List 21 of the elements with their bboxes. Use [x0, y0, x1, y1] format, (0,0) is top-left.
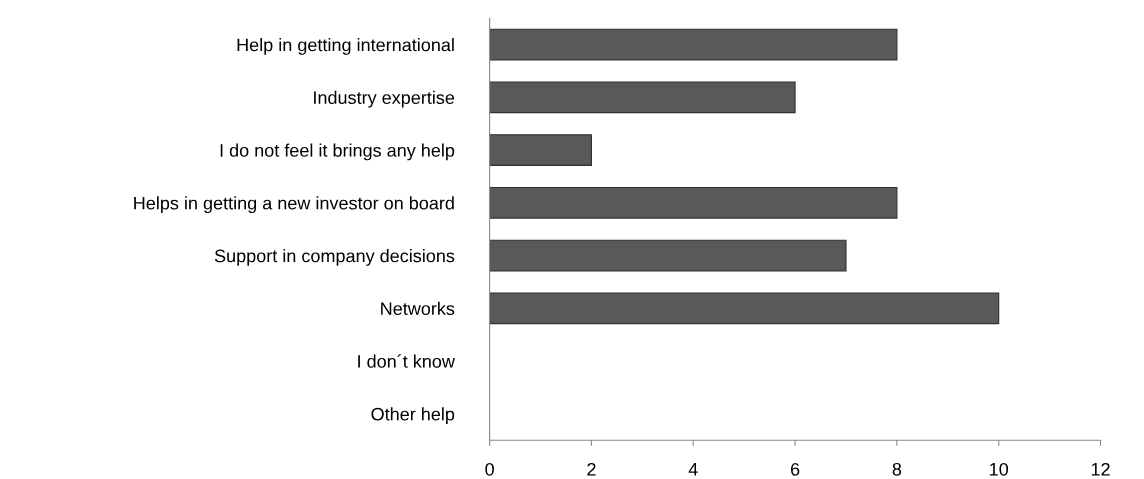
- bar: [489, 134, 593, 166]
- x-tick-label: 8: [892, 462, 902, 476]
- x-tick-label: 10: [990, 462, 1009, 476]
- x-tick-label: 6: [790, 462, 800, 476]
- y-tick-label: I do not feel it brings any help: [220, 143, 455, 161]
- bar: [489, 81, 796, 114]
- y-tick-label: Industry expertise: [314, 90, 455, 108]
- y-tick-label: Support in company decisions: [214, 249, 455, 266]
- x-tick-label: 2: [587, 462, 596, 476]
- x-tick-label: 4: [688, 463, 698, 476]
- x-tick-label: 0: [485, 462, 494, 476]
- y-tick-label: I don´t know: [358, 354, 455, 368]
- y-tick-label: Helps in getting a new investor on board: [134, 196, 454, 214]
- bar: [489, 239, 847, 272]
- bar: [489, 292, 1000, 325]
- bar: [489, 28, 898, 61]
- x-tick-label: 12: [1091, 462, 1110, 476]
- y-tick-label: Other help: [371, 407, 455, 425]
- y-tick-label: Networks: [381, 301, 455, 316]
- y-tick-label: Help in getting international: [237, 38, 454, 55]
- bar: [489, 186, 898, 219]
